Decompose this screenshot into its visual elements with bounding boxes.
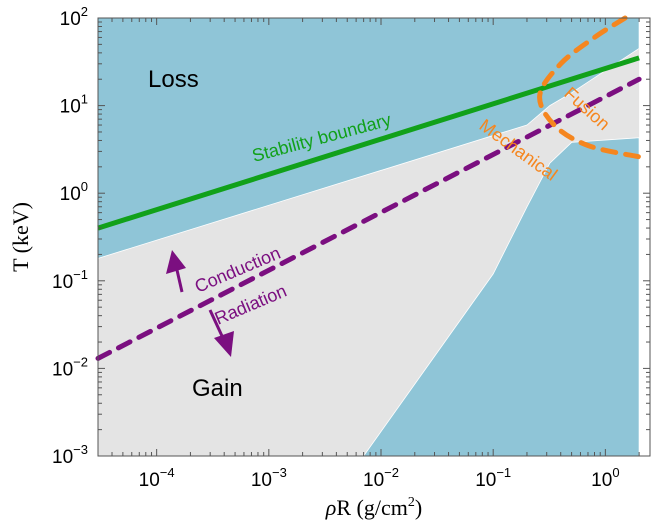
- y-tick-label: 100: [60, 179, 88, 205]
- gain-label: Gain: [192, 375, 243, 402]
- fusion-curve: [537, 15, 642, 160]
- y-tick-label: 10−1: [52, 267, 88, 293]
- axis-ticks: 10−4 10−3 10−2 10−1 100 10−3 10−2 10−1 100 101 102: [52, 4, 650, 491]
- y-tick-label: 10−2: [52, 354, 88, 380]
- y-tick-label: 101: [60, 92, 88, 118]
- series: [95, 15, 642, 361]
- conduction-arrow-head: [166, 250, 186, 274]
- radiation-arrow-head: [214, 331, 234, 357]
- x-tick-label: 10−3: [251, 465, 287, 491]
- radiation-arrow-shaft: [208, 309, 224, 337]
- flux-arrows: [166, 250, 234, 357]
- x-tick-label: 10−4: [139, 465, 175, 491]
- x-axis-title-close: ): [415, 495, 422, 520]
- x-axis-title-sup: 2: [408, 495, 415, 510]
- y-tick-label: 102: [60, 4, 88, 30]
- y-tick-label: 10−3: [52, 442, 88, 468]
- y-axis-title: T (keV): [8, 202, 33, 272]
- conduction-radiation-line: [95, 76, 642, 361]
- loss-region-lower: [362, 137, 640, 457]
- x-tick-label: 10−2: [363, 465, 399, 491]
- loss-label: Loss: [148, 66, 199, 93]
- stability-line: [97, 55, 640, 231]
- x-tick-label: 10−1: [475, 465, 511, 491]
- conduction-arrow-shaft: [175, 269, 184, 293]
- x-tick-label: 100: [591, 465, 619, 491]
- x-axis-title-text: R (g/cm: [336, 495, 408, 520]
- x-axis-title: ρR (g/cm2): [325, 495, 422, 520]
- plot-frame: [97, 17, 651, 457]
- regions: [97, 17, 640, 457]
- x-axis-title-symbol: ρ: [325, 495, 337, 520]
